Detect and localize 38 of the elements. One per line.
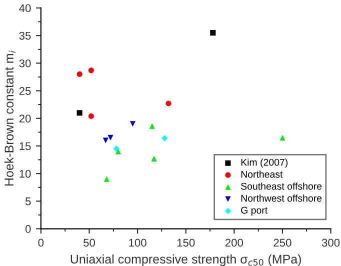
y-tick-label: 15 bbox=[20, 142, 31, 150]
y-tick-label: 20 bbox=[19, 114, 31, 123]
point bbox=[113, 146, 120, 152]
y-tick-label: 40 bbox=[19, 4, 31, 12]
point bbox=[130, 121, 136, 127]
point bbox=[280, 134, 286, 140]
x-tick-label: 50 bbox=[83, 238, 95, 247]
legend-label: G port bbox=[241, 206, 268, 216]
point bbox=[76, 71, 82, 77]
point bbox=[102, 138, 108, 144]
y-tick-label: 35 bbox=[19, 32, 31, 40]
legend-label: Northeast bbox=[241, 170, 283, 178]
x-axis-title: Uniaxial compressive strength σ$_{c50}$ (MPa) bbox=[70, 254, 301, 266]
point bbox=[210, 30, 216, 36]
y-tick-label: 10 bbox=[20, 170, 31, 178]
point bbox=[88, 68, 94, 74]
point bbox=[151, 156, 157, 162]
x-tick-label: 200 bbox=[225, 238, 243, 247]
y-tick-label: 0 bbox=[25, 225, 31, 233]
legend-label: Southeast offshore bbox=[241, 182, 322, 190]
legend-label: Northwest offshore bbox=[241, 194, 322, 202]
legend-label: Kim (2007) bbox=[241, 158, 288, 168]
x-tick-label: 300 bbox=[322, 238, 340, 247]
x-tick-label: 250 bbox=[274, 238, 292, 247]
point bbox=[104, 176, 110, 182]
y-tick-label: 25 bbox=[19, 87, 31, 95]
point bbox=[76, 110, 82, 116]
y-tick-label: 30 bbox=[19, 59, 31, 68]
point bbox=[161, 135, 168, 142]
x-tick-label: 0 bbox=[38, 238, 44, 247]
y-axis-title: Hoek-Brown constant m$_{i}$ bbox=[4, 50, 16, 186]
point bbox=[166, 100, 172, 106]
y-tick-label: 5 bbox=[25, 198, 31, 206]
x-tick-label: 100 bbox=[129, 238, 146, 247]
point bbox=[149, 123, 155, 129]
point bbox=[108, 134, 114, 140]
x-tick-label: 150 bbox=[177, 238, 195, 247]
point bbox=[88, 113, 94, 119]
